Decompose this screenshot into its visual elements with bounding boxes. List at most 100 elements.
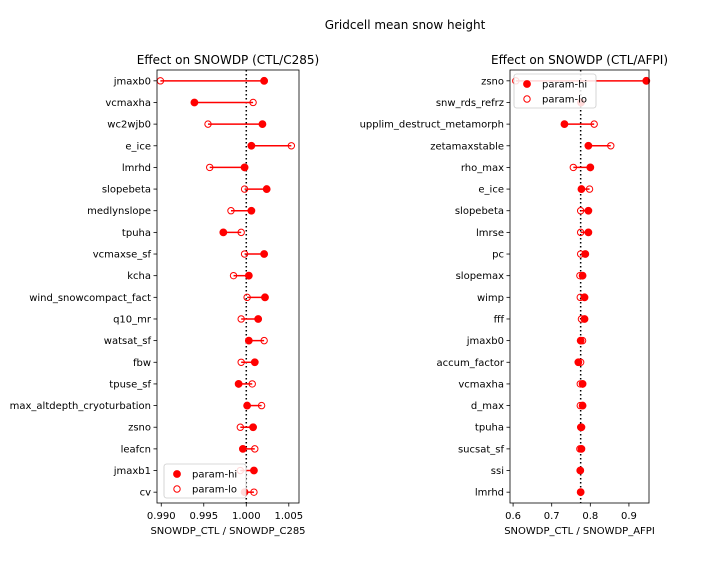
param-lo-point — [607, 142, 615, 150]
param-hi-point — [234, 380, 243, 388]
param-hi-point — [586, 163, 595, 172]
param-hi-point — [574, 358, 583, 367]
ytick-label: e_ice — [478, 185, 504, 196]
ytick-label: wc2wjb0 — [107, 120, 151, 131]
param-hi-point — [261, 293, 269, 302]
axes-frame — [156, 69, 300, 504]
param-hi-point — [244, 271, 253, 280]
xtick-label: 0.8 — [582, 511, 598, 522]
ytick-label: vcmaxha — [105, 98, 151, 109]
param-lo-point — [260, 336, 268, 345]
ytick-label: rho_max — [461, 163, 504, 174]
param-hi-point — [244, 336, 253, 345]
param-lo-point — [569, 163, 578, 172]
legend-box — [513, 73, 597, 109]
xtick-label: 1.005 — [274, 511, 303, 522]
xtick-label: 0.7 — [544, 511, 560, 522]
legend-label: param-hi — [542, 80, 587, 91]
param-lo-point — [204, 120, 212, 128]
param-lo-point — [206, 163, 214, 172]
param-lo-point — [237, 358, 245, 366]
ytick-label: lmrhd — [122, 163, 151, 174]
ytick-label: fbw — [133, 358, 151, 369]
param-lo-point — [248, 380, 256, 388]
param-hi-point — [584, 206, 593, 215]
param-hi-point — [576, 336, 585, 345]
chart-title: Effect on SNOWDP (CTL/C285) — [137, 53, 319, 67]
ytick-label: wimp — [477, 293, 504, 304]
param-hi-point — [584, 228, 593, 237]
x-axis-label: SNOWDP_CTL / SNOWDP_C285 — [150, 526, 305, 537]
legend-marker-param-lo — [523, 95, 531, 103]
param-hi-point — [258, 120, 267, 129]
ytick-label: zsno — [128, 423, 151, 434]
ytick-label: d_max — [471, 401, 504, 412]
param-lo-point — [590, 120, 598, 128]
ytick-label: kcha — [127, 271, 151, 282]
ytick-label: jmaxb1 — [113, 466, 151, 477]
param-hi-point — [580, 315, 589, 323]
param-hi-point — [238, 444, 247, 453]
ytick-label: fff — [494, 314, 505, 325]
param-hi-point — [243, 401, 252, 410]
param-lo-point — [287, 142, 296, 150]
param-hi-point — [190, 98, 199, 107]
legend-marker-param-hi — [523, 80, 531, 88]
param-hi-point — [250, 466, 258, 475]
ytick-label: jmaxb0 — [466, 336, 504, 347]
ytick-label: medlynslope — [87, 206, 151, 217]
param-hi-point — [577, 185, 586, 193]
ytick-label: slopebeta — [455, 206, 504, 217]
param-hi-point — [576, 488, 585, 497]
param-hi-point — [247, 206, 256, 215]
param-lo-point — [236, 423, 245, 431]
param-hi-point — [260, 250, 269, 258]
legend-marker-param-hi — [173, 470, 181, 478]
figure-title: Gridcell mean snow height — [325, 18, 486, 32]
axes-frame — [509, 69, 650, 504]
ytick-label: slopebeta — [102, 185, 151, 196]
param-lo-point — [251, 445, 259, 453]
ytick-label: zetamaxstable — [430, 141, 504, 152]
ytick-label: wind_snowcompact_fact — [29, 293, 151, 304]
param-hi-point — [260, 76, 269, 85]
param-hi-point — [578, 271, 587, 280]
ytick-label: tpuha — [122, 228, 151, 239]
legend-box — [163, 463, 247, 499]
param-hi-point — [584, 141, 593, 150]
param-hi-point — [250, 358, 259, 367]
panel-right: Effect on SNOWDP (CTL/AFPI) zsno snw_rds_r… — [360, 53, 668, 537]
xtick-label: 0.9 — [621, 511, 637, 522]
ytick-label: e_ice — [125, 141, 151, 152]
xtick-label: 0.990 — [147, 511, 176, 522]
ytick-label: vcmaxse_sf — [93, 250, 152, 261]
xtick-label: 0.995 — [189, 511, 218, 522]
ytick-label: q10_mr — [113, 314, 152, 325]
param-lo-point — [229, 271, 238, 280]
param-hi-point — [247, 141, 256, 150]
x-axis-label: SNOWDP_CTL / SNOWDP_AFPI — [504, 526, 655, 537]
param-hi-point — [249, 423, 257, 432]
panel-left: Effect on SNOWDP (CTL/C285) jmaxb0 vcmaxha… — [10, 53, 320, 537]
ytick-label: snw_rds_refrz — [436, 98, 504, 109]
param-hi-point — [577, 444, 586, 453]
param-hi-point — [240, 163, 249, 172]
ytick-label: tpuse_sf — [109, 379, 151, 390]
param-lo-point — [240, 250, 249, 258]
ytick-label: upplim_destruct_metamorph — [360, 120, 504, 131]
chart-title: Effect on SNOWDP (CTL/AFPI) — [491, 53, 668, 67]
ytick-label: slopemax — [456, 271, 504, 282]
param-hi-point — [576, 466, 585, 475]
legend-label: param-hi — [192, 470, 237, 481]
param-hi-point — [578, 401, 587, 410]
param-lo-point — [237, 228, 245, 237]
param-lo-point — [237, 315, 245, 323]
ytick-label: ssi — [491, 466, 504, 477]
param-hi-point — [577, 423, 586, 432]
param-lo-point — [576, 207, 585, 215]
param-lo-point — [240, 185, 249, 193]
param-lo-point — [585, 185, 594, 193]
param-hi-point — [254, 315, 263, 323]
xtick-label: 0.6 — [505, 511, 521, 522]
ytick-label: lmrhd — [475, 488, 504, 499]
